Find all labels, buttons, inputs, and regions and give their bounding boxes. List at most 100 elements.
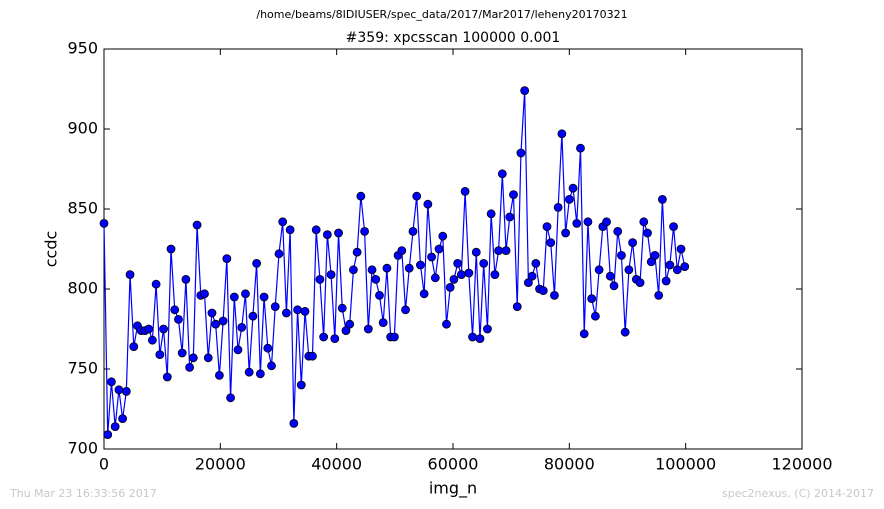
x-tick-label: 0	[99, 455, 109, 474]
data-point	[125, 270, 135, 280]
data-point	[155, 350, 165, 360]
data-point	[550, 290, 559, 300]
y-tick-label: 850	[67, 199, 98, 218]
data-point	[646, 257, 656, 267]
data-point	[561, 228, 571, 238]
data-point	[553, 202, 563, 212]
data-point	[445, 282, 455, 292]
data-point	[669, 222, 678, 232]
data-point	[501, 246, 511, 256]
data-point	[430, 273, 440, 283]
data-point	[255, 369, 265, 379]
data-point	[151, 279, 161, 289]
data-point	[345, 319, 355, 329]
y-tick-label: 950	[67, 39, 98, 58]
data-point	[427, 252, 436, 262]
data-point	[676, 244, 686, 254]
data-point	[222, 254, 232, 264]
data-point	[226, 393, 235, 403]
y-axis-label: ccdc	[42, 231, 61, 268]
data-point	[311, 225, 321, 235]
data-point	[300, 306, 310, 316]
data-point	[464, 268, 474, 278]
data-point	[270, 302, 280, 312]
data-point	[349, 265, 358, 275]
data-point	[103, 430, 113, 440]
data-point	[520, 86, 530, 95]
data-point	[267, 361, 276, 371]
data-point	[162, 372, 172, 382]
data-point	[110, 422, 120, 432]
data-point	[229, 292, 239, 302]
data-point	[308, 351, 317, 361]
data-point	[322, 230, 332, 240]
data-point	[412, 191, 422, 201]
data-point	[509, 190, 518, 200]
data-point	[352, 247, 362, 257]
data-point	[375, 290, 384, 300]
data-point	[293, 305, 302, 315]
data-point	[341, 326, 351, 336]
y-tick-label: 900	[67, 119, 98, 138]
data-point	[263, 343, 273, 353]
data-point	[419, 289, 429, 299]
data-point	[643, 228, 652, 238]
data-point	[334, 228, 343, 238]
data-point	[665, 260, 675, 270]
data-point	[174, 314, 183, 324]
y-tick-label: 750	[67, 359, 98, 378]
data-point	[408, 226, 418, 236]
data-point	[177, 348, 187, 358]
data-point	[397, 246, 407, 256]
data-point	[523, 278, 533, 288]
data-point	[382, 263, 392, 273]
data-point	[107, 377, 116, 387]
data-point	[568, 183, 578, 193]
data-point	[192, 220, 202, 230]
data-point	[378, 318, 388, 328]
data-point	[527, 271, 537, 281]
data-point	[315, 274, 325, 284]
data-point	[516, 148, 526, 158]
data-point	[203, 353, 213, 363]
data-point	[170, 305, 180, 315]
data-point	[594, 265, 604, 275]
footer-left: Thu Mar 23 16:33:56 2017	[9, 487, 157, 500]
data-point	[486, 209, 496, 219]
data-point	[330, 334, 340, 344]
data-line	[103, 90, 686, 435]
data-point	[211, 319, 221, 329]
data-point	[620, 327, 630, 337]
data-point	[121, 386, 131, 396]
data-point	[389, 332, 399, 342]
data-point	[490, 270, 500, 280]
data-point	[181, 274, 191, 284]
data-point	[278, 217, 288, 227]
data-point	[475, 334, 485, 344]
data-point	[296, 380, 306, 390]
data-point	[218, 316, 228, 326]
data-point	[282, 308, 291, 318]
data-point	[416, 260, 425, 270]
data-point	[237, 322, 247, 332]
data-point	[635, 278, 645, 288]
data-point	[118, 414, 128, 424]
data-point	[557, 129, 567, 139]
x-tick-label: 80000	[544, 455, 595, 474]
plot-frame	[103, 48, 803, 450]
data-point	[371, 274, 381, 284]
data-point	[188, 353, 198, 363]
data-point	[672, 265, 682, 275]
data-point	[628, 238, 638, 248]
data-point	[185, 362, 195, 372]
y-tick-label: 800	[67, 279, 98, 298]
data-point	[542, 222, 552, 232]
chart-title: #359: xpcsscan 100000 0.001	[346, 30, 561, 46]
data-point	[576, 143, 585, 153]
data-point	[289, 418, 299, 428]
data-point	[605, 271, 615, 281]
data-point	[661, 276, 671, 286]
data-point	[654, 290, 664, 300]
data-point	[360, 226, 369, 236]
data-point	[613, 226, 623, 236]
